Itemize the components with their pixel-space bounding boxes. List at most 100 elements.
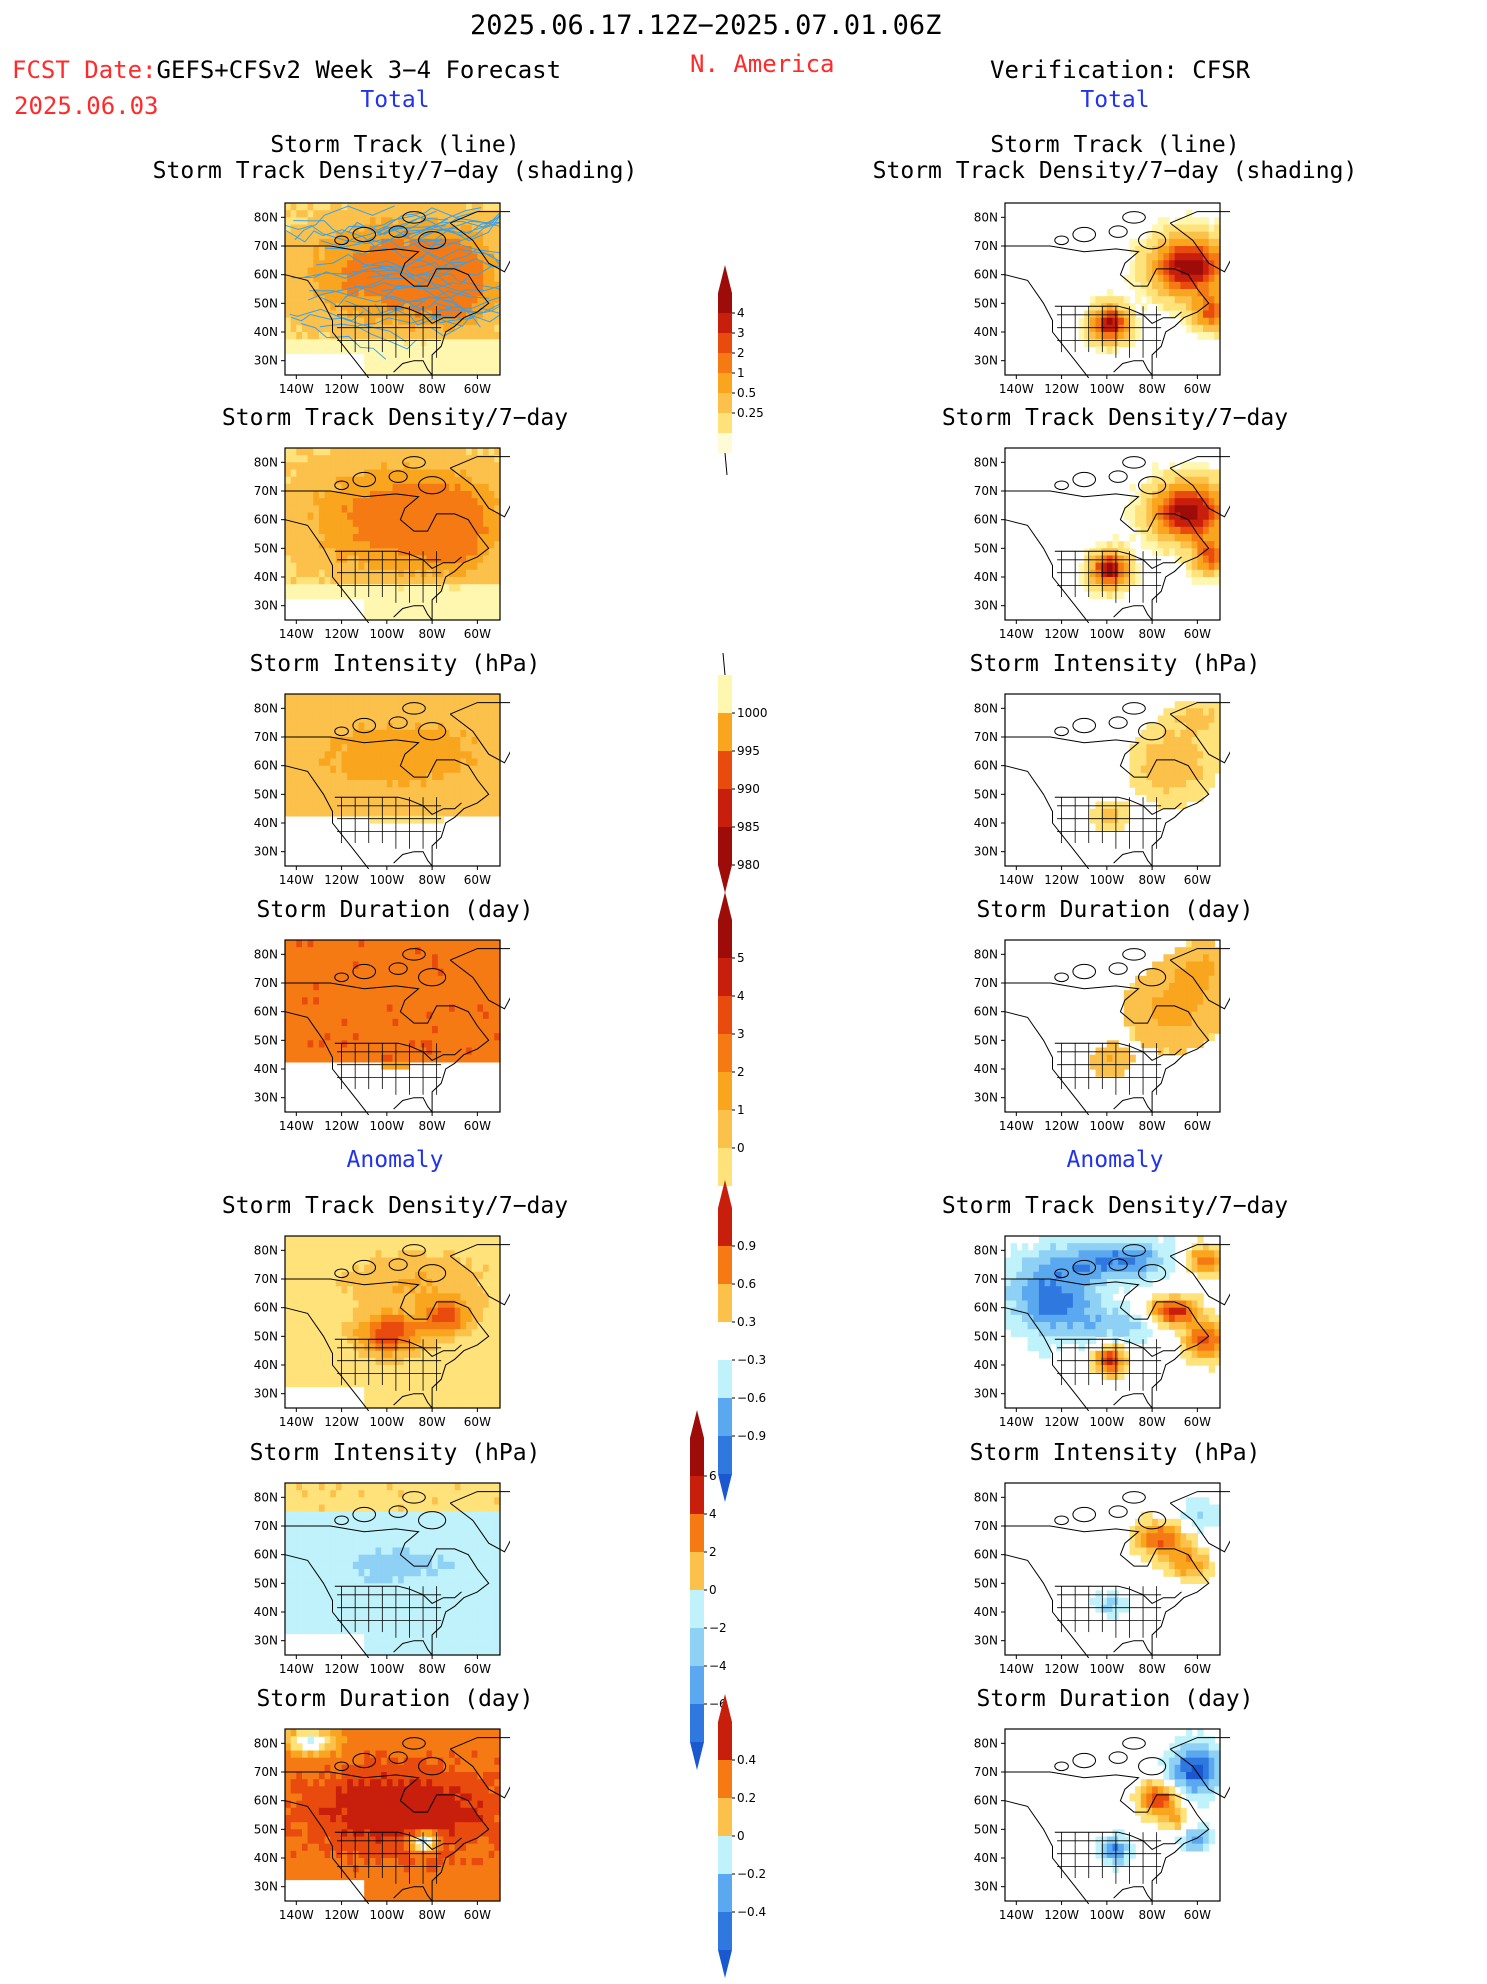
grid-cell [285,455,292,463]
grid-cell [369,534,377,542]
grid-cell [1129,1033,1136,1041]
grid-cell [483,584,490,592]
grid-cell [420,339,428,347]
grid-cell [1208,548,1215,557]
grid-cell [460,519,467,528]
grid-cell [432,1026,439,1034]
grid-cell [335,1011,343,1020]
grid-cell [307,534,314,542]
grid-cell [409,758,416,767]
grid-cell [364,1279,371,1287]
grid-cell [449,612,456,621]
grid-cell [381,947,388,955]
grid-cell [398,455,405,463]
grid-cell [1146,512,1153,521]
grid-cell [443,765,450,774]
grid-cell [415,940,422,948]
grid-cell [449,1314,456,1323]
grid-cell [415,1250,422,1259]
grid-cell [1084,324,1091,333]
grid-cell [454,612,461,621]
grid-cell [432,1322,439,1330]
grid-cell [381,469,388,478]
grid-cell [1106,555,1114,564]
grid-cell [420,758,428,767]
grid-cell [369,469,377,478]
grid-cell [488,203,495,211]
grid-cell [1084,555,1091,564]
grid-cell [437,1257,445,1266]
grid-cell [1095,303,1102,312]
grid-cell [341,801,348,810]
grid-cell [392,360,399,369]
grid-cell [386,744,394,752]
grid-cell [1106,548,1114,557]
grid-cell [454,569,461,578]
grid-cell [1146,794,1153,803]
grid-cell [375,1314,382,1323]
grid-cell [426,569,433,578]
grid-cell [415,476,422,485]
grid-cell [1169,772,1176,781]
grid-cell [460,569,467,578]
grid-cell [285,715,292,724]
grid-cell [1140,983,1148,991]
grid-cell [358,1264,365,1273]
grid-cell [381,1018,388,1027]
grid-cell [1186,780,1193,788]
grid-cell [313,1300,320,1309]
grid-cell [285,1011,292,1020]
grid-cell [335,455,343,463]
grid-cell [1101,555,1108,564]
grid-cell [1180,526,1187,535]
grid-cell [358,1379,365,1388]
grid-cell [1135,744,1142,752]
grid-cell [1208,332,1215,340]
grid-cell [454,1026,461,1034]
grid-cell [1208,224,1215,233]
grid-cell [341,968,348,977]
grid-cell [330,541,337,549]
fcst-label: FCST Date: [12,56,157,84]
grid-cell [307,1279,314,1287]
grid-cell [313,1047,320,1056]
grid-cell [290,701,297,709]
grid-cell [1106,332,1114,340]
grid-cell [296,772,303,781]
grid-cell [437,794,445,803]
grid-cell [285,772,292,781]
grid-cell [313,751,320,760]
grid-cell [296,1018,303,1027]
grid-cell [437,1011,445,1020]
map-plot [1004,447,1239,624]
grid-cell [477,562,484,571]
grid-cell [375,498,382,506]
grid-cell [460,801,467,810]
grid-cell [488,562,495,571]
grid-cell [494,310,501,319]
grid-cell [392,231,399,240]
grid-cell [318,203,326,211]
grid-cell [307,455,314,463]
grid-cell [398,1386,405,1395]
grid-cell [454,577,461,585]
grid-cell [460,701,467,709]
grid-cell [403,281,411,290]
grid-cell [1101,317,1108,326]
grid-cell [341,715,348,724]
grid-cell [454,947,461,955]
grid-cell [1169,1033,1176,1041]
grid-cell [335,1336,343,1345]
grid-cell [426,324,433,333]
grid-cell [1169,281,1176,290]
grid-cell [1174,968,1181,977]
grid-cell [403,253,411,261]
grid-cell [1203,765,1210,774]
grid-cell [347,274,354,283]
grid-cell [449,1279,456,1287]
grid-cell [460,1350,467,1359]
grid-cell [432,701,439,709]
grid-cell [324,1004,331,1013]
grid-cell [296,1243,303,1251]
grid-cell [296,751,303,760]
